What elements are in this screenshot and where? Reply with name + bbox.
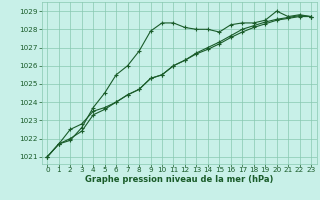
- X-axis label: Graphe pression niveau de la mer (hPa): Graphe pression niveau de la mer (hPa): [85, 175, 273, 184]
